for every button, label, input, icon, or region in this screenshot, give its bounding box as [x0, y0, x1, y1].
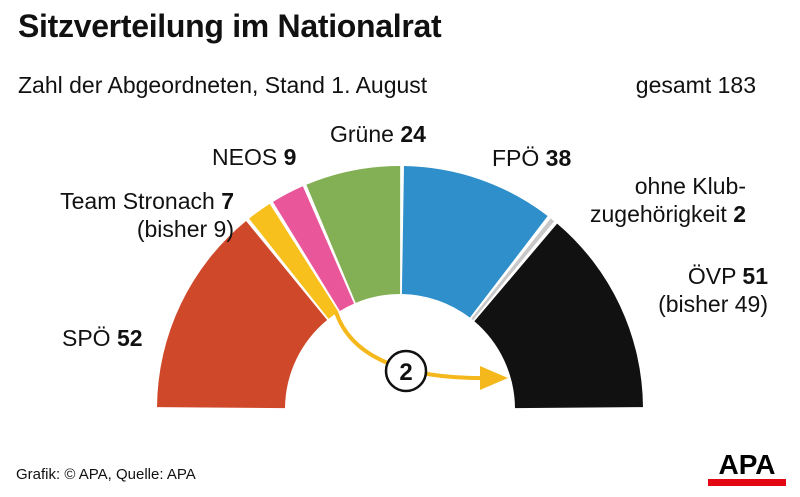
label-neos: NEOS 9	[212, 143, 296, 171]
label-ovp-value: 51	[742, 263, 768, 289]
segment-spö	[157, 220, 328, 409]
label-gruene-name: Grüne	[330, 121, 394, 147]
transfer-value: 2	[399, 359, 412, 386]
apa-logo: APA	[708, 449, 786, 486]
label-fpo-name: FPÖ	[492, 145, 540, 171]
apa-logo-bar	[708, 479, 786, 486]
label-ovp-note: (bisher 49)	[658, 291, 768, 317]
label-ovp: ÖVP 51 (bisher 49)	[658, 262, 768, 318]
label-spo-name: SPÖ	[62, 325, 111, 351]
segment-övp	[474, 223, 643, 409]
label-fpo-value: 38	[545, 145, 572, 171]
label-gruene-value: 24	[400, 121, 426, 147]
label-team-stronach-value: 7	[221, 188, 234, 214]
apa-logo-text: APA	[718, 449, 775, 480]
label-ohne-klub-line2: zugehörigkeit	[590, 201, 727, 227]
transfer-badge	[384, 349, 428, 393]
label-neos-value: 9	[283, 144, 297, 170]
label-ohne-klub: ohne Klub- zugehörigkeit 2	[590, 172, 746, 228]
label-team-stronach: Team Stronach 7 (bisher 9)	[60, 187, 234, 243]
chart-subtitle: Zahl der Abgeordneten, Stand 1. August	[18, 72, 428, 98]
chart-title: Sitzverteilung im Nationalrat	[18, 8, 442, 44]
label-neos-name: NEOS	[212, 144, 278, 170]
label-team-stronach-name: Team Stronach	[60, 188, 215, 214]
label-spo: SPÖ 52	[62, 324, 143, 352]
transfer-arrowhead	[480, 366, 508, 390]
label-team-stronach-note: (bisher 9)	[136, 216, 234, 242]
label-ohne-klub-value: 2	[733, 201, 746, 227]
source-footer: Grafik: © APA, Quelle: APA	[16, 466, 196, 483]
segment-grüne	[306, 166, 401, 303]
label-ovp-name: ÖVP	[687, 263, 737, 289]
segment-fpö	[401, 166, 548, 318]
label-gruene: Grüne 24	[330, 120, 426, 148]
segment-ohne-klubzugehörigkeit	[471, 218, 555, 321]
label-fpo: FPÖ 38	[492, 144, 571, 172]
total-seats-label: gesamt 183	[635, 72, 756, 98]
label-ohne-klub-line1: ohne Klub-	[634, 173, 746, 199]
segment-neos	[272, 186, 355, 311]
segment-team-stronach	[249, 203, 339, 319]
label-spo-value: 52	[116, 325, 143, 351]
